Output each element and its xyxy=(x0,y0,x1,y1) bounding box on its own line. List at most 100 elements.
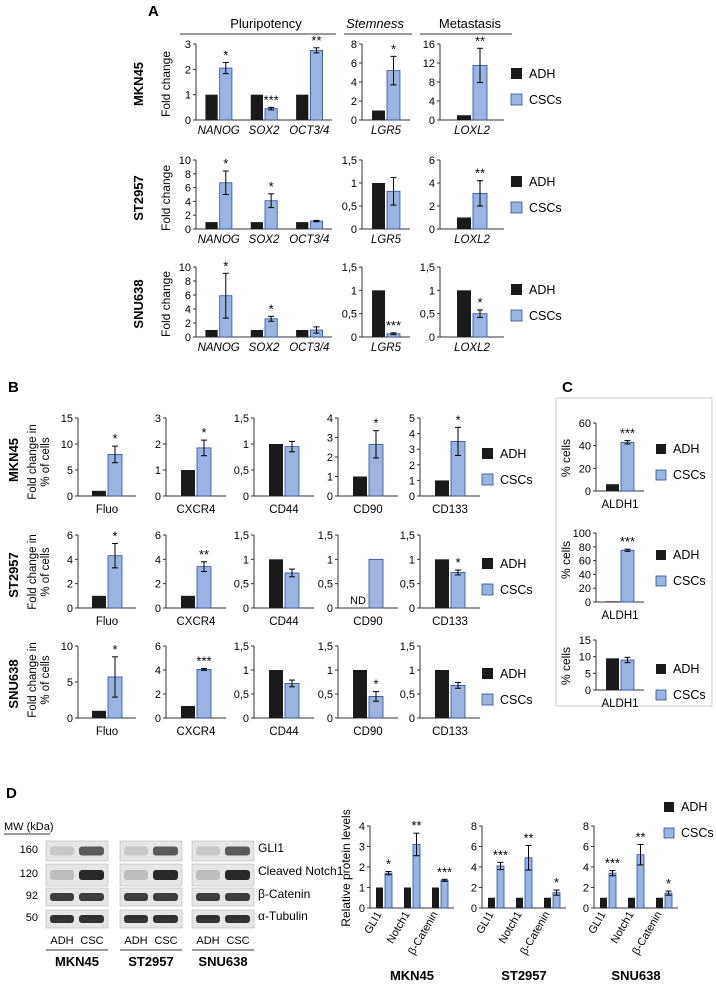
significance-label: ** xyxy=(199,547,209,562)
bar-adh xyxy=(205,222,218,229)
panel-c-letter: C xyxy=(562,379,573,396)
y-tick-label: 8 xyxy=(429,77,435,89)
legend-label-csc: CSCs xyxy=(673,468,706,482)
bar-adh xyxy=(353,476,367,496)
cell-line-label: SNU638 xyxy=(611,968,660,983)
significance-label: * xyxy=(666,876,671,891)
legend-label-adh: ADH xyxy=(500,557,526,571)
legend-swatch-adh xyxy=(482,558,493,569)
y-tick-label: 1 xyxy=(409,554,415,566)
nd-label: ND xyxy=(350,595,366,607)
y-tick-label: 20 xyxy=(579,583,591,595)
chart-b-snu638-cd133: 0 0,5 1 1,5 CD133 xyxy=(400,641,480,738)
significance-label: * xyxy=(477,295,482,310)
panel-b-ylabel-line2: % of cells xyxy=(40,547,52,596)
y-tick-label: 0 xyxy=(585,685,591,697)
y-tick-label: 15 xyxy=(61,413,73,425)
significance-label: ** xyxy=(311,33,321,48)
bar-csc xyxy=(440,879,449,909)
bar-adh xyxy=(432,887,439,908)
y-tick-label: 8 xyxy=(185,276,191,288)
y-tick-label: 0 xyxy=(409,603,415,615)
y-tick-label: 0,5 xyxy=(400,579,415,591)
y-tick-label: 1,5 xyxy=(420,262,435,274)
legend-swatch-csc xyxy=(655,469,667,481)
y-tick-label: 4 xyxy=(409,429,415,441)
y-tick-label: 0,5 xyxy=(342,201,357,213)
chart-b-st2957-cd44: 0 0,5 1 1,5 CD44 xyxy=(234,530,314,628)
significance-label: *** xyxy=(605,856,620,871)
y-tick-label: 0 xyxy=(327,603,333,615)
bar-adh xyxy=(457,217,471,229)
category-label: CD90 xyxy=(353,504,382,516)
chart-b-st2957-cxcr4: 0 2 4 6 ** CXCR4 xyxy=(155,530,226,628)
chart-a-st2957-stem: 0 0,5 1 1,5 LGR5 xyxy=(342,155,410,246)
y-tick-label: 0 xyxy=(155,603,161,615)
bar-csc xyxy=(620,659,635,691)
category-label: Fluo xyxy=(96,504,118,516)
bar-adh xyxy=(181,706,195,718)
bar-csc xyxy=(196,566,212,609)
y-tick-label: 0 xyxy=(409,713,415,725)
y-tick-label: 8 xyxy=(471,821,477,833)
y-tick-label: 1 xyxy=(429,285,435,297)
band-adh xyxy=(50,846,74,856)
y-tick-label: 6 xyxy=(583,842,589,854)
legend-label-csc: CSCs xyxy=(529,309,562,323)
lane-label: CSC xyxy=(154,935,177,947)
bar-adh xyxy=(404,887,411,908)
blot-row xyxy=(45,840,109,862)
y-tick-label: 0 xyxy=(67,603,73,615)
y-tick-label: 0 xyxy=(327,713,333,725)
y-tick-label: 40 xyxy=(579,441,591,453)
category-label: LOXL2 xyxy=(454,234,490,246)
category-label: LOXL2 xyxy=(454,342,490,354)
y-tick-label: 1,5 xyxy=(342,155,357,167)
y-tick-label: 6 xyxy=(67,530,73,542)
legend-group: ADH CSCs xyxy=(510,283,562,323)
band-csc xyxy=(79,914,104,924)
chart-a-mkn45-stem: 0 2 4 6 8 * LGR5 xyxy=(351,39,410,137)
bar-adh xyxy=(372,183,385,229)
legend-swatch-csc xyxy=(655,689,667,701)
bar-csc xyxy=(284,683,300,719)
mw-label: MW (kDa) xyxy=(4,821,54,833)
y-tick-label: 0 xyxy=(185,115,191,127)
y-tick-label: 1 xyxy=(351,285,357,297)
panel-d-letter: D xyxy=(6,785,17,802)
bar-adh xyxy=(435,559,449,608)
y-tick-label: 2 xyxy=(155,439,161,451)
band-adh xyxy=(50,914,74,924)
bar-csc xyxy=(620,549,635,603)
y-tick-label: 0 xyxy=(351,115,357,127)
chart-a-st2957-meta: 0 2 4 6 ** LOXL2 xyxy=(429,155,504,246)
significance-label: * xyxy=(269,179,274,194)
bar-csc xyxy=(284,572,300,609)
band-csc xyxy=(153,892,178,902)
y-tick-label: 1,5 xyxy=(318,641,333,653)
y-tick-label: 1 xyxy=(155,465,161,477)
legend-swatch-csc xyxy=(481,583,494,596)
y-tick-label: 0 xyxy=(429,332,435,344)
band-adh xyxy=(196,846,220,856)
bar-adh xyxy=(250,94,263,120)
legend-label-adh: ADH xyxy=(500,667,526,681)
bar-adh xyxy=(269,559,283,608)
mw-value: 50 xyxy=(26,912,38,924)
panel-b-ylabel-line2: % of cells xyxy=(40,655,52,704)
bar-adh xyxy=(269,444,283,496)
category-label: LGR5 xyxy=(371,342,402,354)
band-csc xyxy=(225,892,250,902)
panel-a-ylabel: Fold change xyxy=(159,51,173,117)
protein-label: Cleaved Notch1 xyxy=(258,864,344,878)
blot-strip: ADH CSC SNU638 xyxy=(191,840,255,969)
y-tick-label: 2 xyxy=(583,883,589,895)
legend-group: ADH CSCs xyxy=(481,667,533,707)
category-label: OCT3/4 xyxy=(289,234,329,246)
bar-adh xyxy=(92,490,106,496)
legend-label-adh: ADH xyxy=(673,548,699,562)
category-label: NANOG xyxy=(198,125,240,137)
y-tick-label: 4 xyxy=(67,554,73,566)
panel-a-letter: A xyxy=(148,3,159,20)
